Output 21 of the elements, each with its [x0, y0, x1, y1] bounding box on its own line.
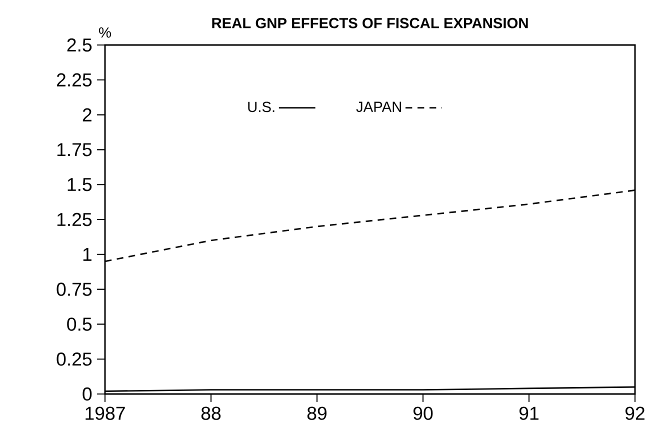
x-tick-label: 1987 [86, 406, 125, 420]
x-tick-label: 90 [414, 406, 433, 420]
x-tick-label: 88 [201, 406, 221, 420]
y-tick-label: 0.75 [56, 282, 92, 296]
y-tick-label: 0.5 [67, 318, 92, 331]
y-tick-label: 1.75 [57, 143, 92, 156]
x-tick-label: 89 [307, 406, 326, 420]
chart-title: REAL GNP EFFECTS OF FISCAL EXPANSION [212, 18, 528, 28]
y-tick-label: 2 [82, 108, 92, 122]
legend-label: JAPAN [356, 102, 401, 112]
y-tick-label: 2.5 [67, 38, 92, 52]
y-tick-label: 0 [82, 387, 92, 401]
y-axis-title: % [99, 27, 111, 38]
y-tick-label: 1.5 [68, 178, 92, 192]
x-tick-label: 92 [626, 406, 644, 420]
y-tick-label: 0.25 [56, 352, 92, 366]
y-tick-label: 1.25 [57, 212, 92, 226]
y-tick-label: 1 [83, 248, 92, 261]
x-tick-label: 91 [520, 406, 538, 420]
legend-label: U.S. [248, 102, 274, 112]
y-tick-label: 2.25 [56, 73, 92, 87]
